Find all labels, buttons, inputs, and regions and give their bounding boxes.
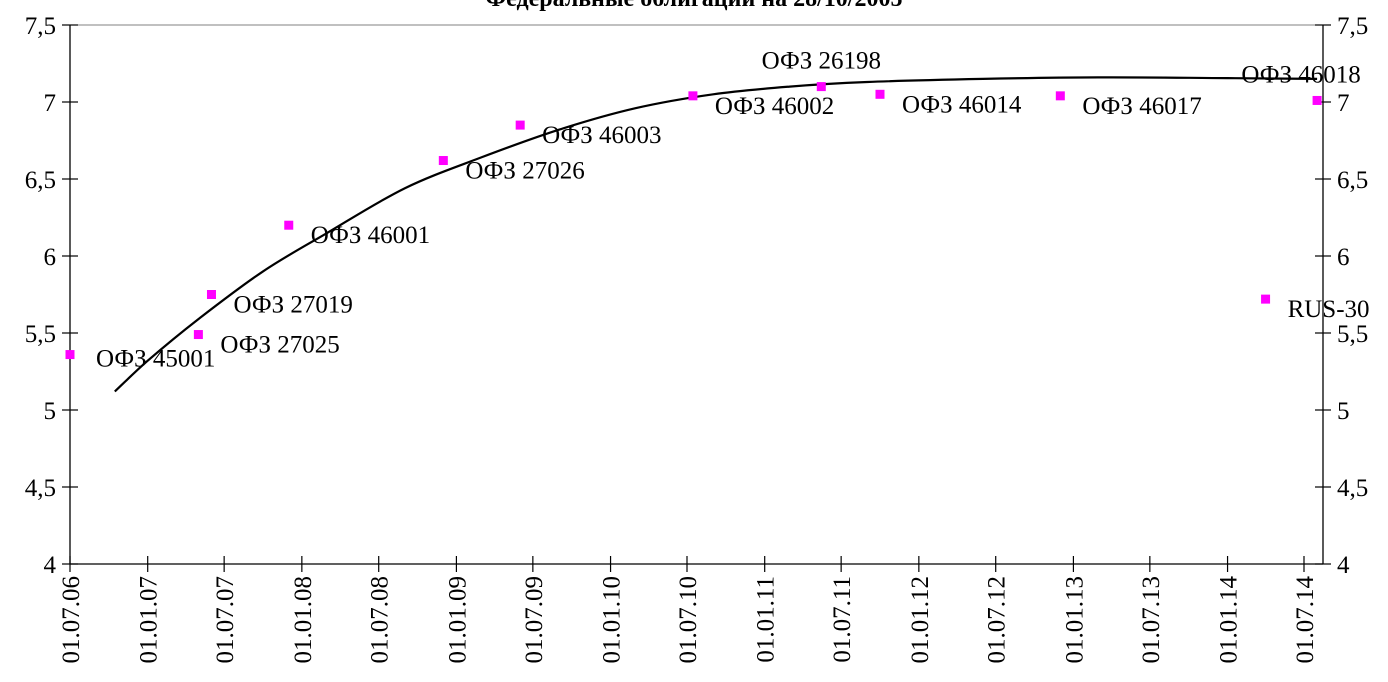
point-label: RUS-30 xyxy=(1288,296,1370,323)
x-tick-label: 01.01.10 xyxy=(599,576,626,664)
data-point xyxy=(816,82,826,92)
data-point xyxy=(65,350,75,360)
y-tick-label-right: 7 xyxy=(1337,90,1350,117)
y-tick-label-left: 4,5 xyxy=(25,475,56,502)
x-tick-label: 01.01.14 xyxy=(1216,576,1243,664)
data-point xyxy=(193,330,203,340)
x-tick-label: 01.01.08 xyxy=(290,576,317,664)
y-tick-label-left: 5,5 xyxy=(25,321,56,348)
x-tick-label: 01.01.11 xyxy=(753,576,780,663)
x-tick-label: 01.07.09 xyxy=(521,576,548,664)
point-label: ОФЗ 26198 xyxy=(762,48,881,75)
data-point xyxy=(438,156,448,166)
point-label: ОФЗ 46002 xyxy=(715,93,834,120)
x-tick-label: 01.07.11 xyxy=(829,576,856,663)
point-label: ОФЗ 27019 xyxy=(233,292,352,319)
x-tick-label: 01.07.13 xyxy=(1138,576,1165,664)
x-tick-label: 01.07.14 xyxy=(1292,576,1319,664)
x-tick-label: 01.01.12 xyxy=(907,576,934,664)
data-point xyxy=(206,290,216,299)
y-tick-label-left: 6 xyxy=(44,244,57,271)
x-tick-label: 01.07.06 xyxy=(58,576,85,664)
chart-title: Федеральные облигации на 28/10/2005 xyxy=(486,0,903,12)
point-label: ОФЗ 46018 xyxy=(1241,61,1360,88)
y-tick-label-right: 6,5 xyxy=(1337,167,1368,194)
x-tick-label: 01.01.07 xyxy=(136,576,163,664)
y-tick-label-left: 7 xyxy=(44,90,57,117)
data-point xyxy=(875,89,885,99)
y-tick-label-left: 7,5 xyxy=(25,13,56,40)
data-point xyxy=(688,91,698,101)
x-tick-label: 01.07.10 xyxy=(675,576,702,664)
point-label: ОФЗ 27025 xyxy=(220,332,339,359)
y-tick-label-right: 4,5 xyxy=(1337,475,1368,502)
data-point xyxy=(1055,91,1065,101)
point-label: ОФЗ 46001 xyxy=(311,222,430,249)
trend-line xyxy=(114,76,1318,393)
x-tick-label: 01.07.12 xyxy=(984,576,1011,664)
y-tick-label-right: 7,5 xyxy=(1337,13,1368,40)
y-tick-label-left: 5 xyxy=(44,398,57,425)
y-tick-label-left: 6,5 xyxy=(25,167,56,194)
x-tick-label: 01.07.08 xyxy=(367,576,394,664)
point-label: ОФЗ 46003 xyxy=(542,122,661,149)
title-layer: Федеральные облигации на 28/10/2005 xyxy=(486,0,903,12)
point-label: ОФЗ 46014 xyxy=(902,91,1022,118)
y-tick-label-left: 4 xyxy=(44,552,57,579)
x-tick-label: 01.07.07 xyxy=(212,576,239,664)
data-point xyxy=(1312,95,1322,105)
x-tick-label: 01.01.13 xyxy=(1061,576,1088,664)
point-label: ОФЗ 27026 xyxy=(465,158,584,185)
point-label: ОФЗ 45001 xyxy=(96,346,215,373)
y-tick-label-right: 5,5 xyxy=(1337,321,1368,348)
data-point xyxy=(515,120,525,130)
y-tick-label-right: 4 xyxy=(1337,552,1350,579)
y-tick-label-right: 6 xyxy=(1337,244,1350,271)
data-point xyxy=(1261,294,1271,304)
point-label: ОФЗ 46017 xyxy=(1082,93,1201,120)
data-point xyxy=(284,220,294,230)
y-tick-label-right: 5 xyxy=(1337,398,1350,425)
trend-layer xyxy=(114,76,1318,393)
axes-layer: 4 4 4,5 4,5 5 5 5,5 5,5 6 6 6,5 6,5 7 7 7,5 7,5 01.07.06… xyxy=(25,13,1369,664)
x-tick-label: 01.01.09 xyxy=(444,576,471,664)
points-layer xyxy=(65,82,1322,360)
